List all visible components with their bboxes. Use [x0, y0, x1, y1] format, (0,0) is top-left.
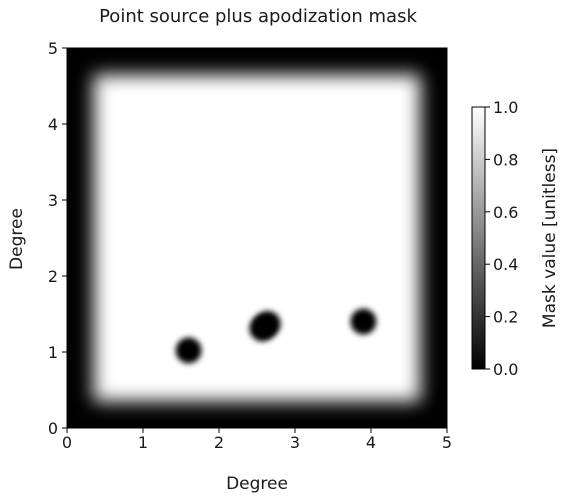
- x-tick-label: 5: [442, 433, 452, 452]
- x-axis-ticks: 0 1 2 3 4 5: [62, 428, 452, 452]
- colorbar-tick-label: 0.6: [493, 203, 518, 222]
- x-tick-label: 0: [62, 433, 72, 452]
- point-source-1: [176, 338, 202, 364]
- x-tick-label: 3: [290, 433, 300, 452]
- x-tick-label: 4: [366, 433, 376, 452]
- plot-area: 0 1 2 3 4 5 0 1 2 3 4 5: [48, 39, 452, 452]
- mask-interior: [94, 75, 421, 402]
- y-tick-label: 0: [48, 419, 58, 438]
- colorbar-gradient: [472, 107, 485, 369]
- colorbar-label: Mask value [unitless]: [540, 148, 560, 328]
- x-axis-label: Degree: [226, 474, 288, 494]
- heatmap-image: [67, 48, 447, 428]
- y-tick-label: 1: [48, 343, 58, 362]
- colorbar-tick-label: 0.0: [493, 360, 518, 379]
- y-tick-label: 5: [48, 39, 58, 58]
- colorbar: 0.0 0.2 0.4 0.6 0.8 1.0 Mask value [unitless]: [472, 98, 560, 379]
- x-tick-label: 1: [138, 433, 148, 452]
- colorbar-tick-label: 0.4: [493, 255, 518, 274]
- x-tick-label: 2: [214, 433, 224, 452]
- colorbar-tick-label: 0.8: [493, 150, 518, 169]
- colorbar-ticks: 0.0 0.2 0.4 0.6 0.8 1.0: [485, 98, 518, 379]
- y-axis-label: Degree: [7, 208, 27, 270]
- y-tick-label: 2: [48, 267, 58, 286]
- point-source-4: [350, 309, 376, 335]
- y-tick-label: 4: [48, 115, 58, 134]
- chart-title: Point source plus apodization mask: [99, 6, 417, 27]
- point-source-3: [255, 311, 281, 337]
- y-tick-label: 3: [48, 191, 58, 210]
- colorbar-tick-label: 1.0: [493, 98, 518, 117]
- colorbar-tick-label: 0.2: [493, 308, 518, 327]
- y-axis-ticks: 0 1 2 3 4 5: [48, 39, 67, 438]
